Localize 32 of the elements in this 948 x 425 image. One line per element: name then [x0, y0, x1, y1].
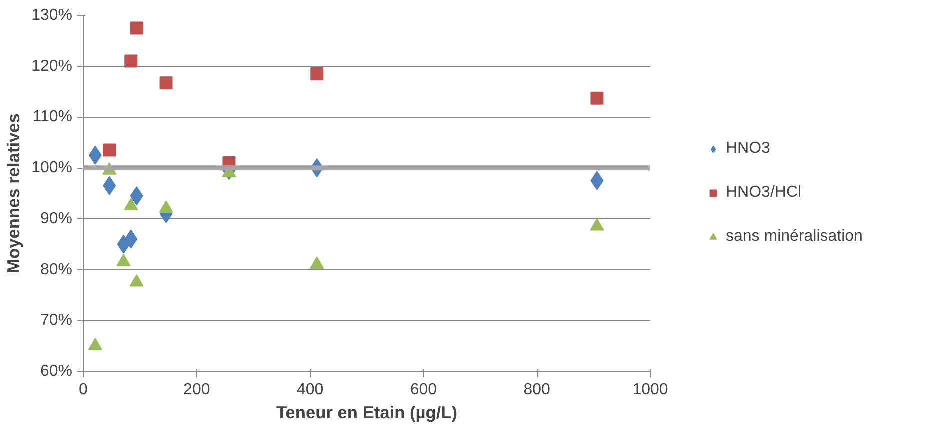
point	[310, 67, 324, 80]
point	[160, 76, 173, 90]
y-axis-title: Moyennes relatives	[4, 114, 24, 274]
y-tick-label: 70%	[40, 312, 73, 330]
x-tick-label: 1000	[632, 382, 668, 398]
y-tick-label: 80%	[40, 261, 73, 278]
point	[310, 256, 324, 269]
y-tick-label: 60%	[40, 363, 73, 380]
legend-label: HNO3/HCl	[726, 184, 802, 202]
legend-label: sans minéralisation	[726, 228, 863, 246]
point	[590, 92, 604, 105]
y-tick-label: 100%	[32, 160, 72, 177]
point	[130, 274, 144, 287]
y-tick-label: 90%	[40, 210, 73, 228]
x-tick-label: 600	[410, 382, 438, 398]
x-tick-label: 400	[296, 382, 324, 398]
x-tick-label: 200	[184, 382, 210, 398]
y-tick-label: 130%	[32, 7, 72, 24]
point	[159, 200, 174, 214]
x-axis-title: Teneur en Etain (µg/L)	[276, 402, 458, 422]
y-tick-label: 110%	[32, 108, 72, 126]
point	[590, 218, 604, 231]
x-tick-label: 0	[79, 382, 88, 398]
point	[130, 22, 144, 35]
point	[124, 198, 138, 210]
legend-label: HNO3	[726, 140, 770, 158]
point	[88, 338, 102, 350]
point	[103, 144, 116, 157]
y-tick-label: 120%	[32, 58, 72, 75]
point	[116, 254, 131, 266]
point	[124, 54, 138, 68]
x-tick-label: 800	[524, 382, 551, 398]
